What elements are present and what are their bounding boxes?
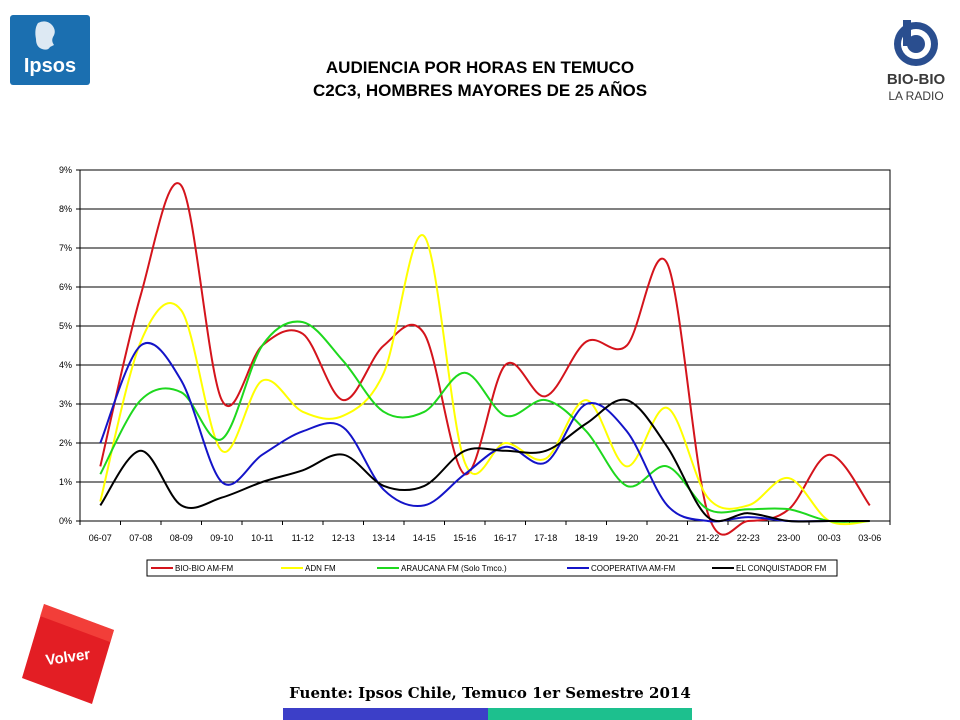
x-tick-label: 15-16: [453, 533, 476, 543]
footer-source: Fuente: Ipsos Chile, Temuco 1er Semestre…: [289, 684, 691, 702]
y-tick-label: 8%: [59, 204, 72, 214]
y-tick-label: 2%: [59, 438, 72, 448]
chart-title: AUDIENCIA POR HORAS EN TEMUCO C2C3, HOMB…: [230, 56, 730, 102]
legend-label: COOPERATIVA AM-FM: [591, 564, 675, 573]
title-line-2: C2C3, HOMBRES MAYORES DE 25 AÑOS: [312, 81, 648, 100]
ipsos-logo-text: Ipsos: [24, 55, 76, 77]
x-tick-label: 23-00: [777, 533, 800, 543]
biobio-logo: BIO-BIO LA RADIO: [882, 14, 950, 106]
legend-label: BIO-BIO AM-FM: [175, 564, 234, 573]
y-tick-label: 1%: [59, 477, 72, 487]
footer-bar-left: [283, 708, 488, 720]
series-line-3: [99, 342, 870, 523]
x-tick-label: 03-06: [858, 533, 881, 543]
legend-label: ADN FM: [305, 564, 336, 573]
y-tick-label: 5%: [59, 321, 72, 331]
y-tick-label: 3%: [59, 399, 72, 409]
x-tick-label: 21-22: [696, 533, 719, 543]
volver-button[interactable]: Volver: [22, 604, 122, 704]
x-tick-label: 09-10: [210, 533, 233, 543]
title-line-1: AUDIENCIA POR HORAS EN TEMUCO: [325, 58, 635, 77]
x-tick-label: 07-08: [129, 533, 152, 543]
x-tick-label: 18-19: [575, 533, 598, 543]
x-tick-label: 12-13: [332, 533, 355, 543]
x-tick-label: 11-12: [292, 533, 314, 543]
y-tick-label: 0%: [59, 516, 72, 526]
ipsos-logo: Ipsos: [10, 15, 90, 85]
plot-area: [79, 169, 891, 522]
y-tick-label: 6%: [59, 282, 72, 292]
series-line-2: [99, 320, 870, 523]
series-line-0: [99, 182, 871, 536]
x-tick-label: 06-07: [89, 533, 112, 543]
y-tick-label: 4%: [59, 360, 72, 370]
y-tick-label: 7%: [59, 243, 72, 253]
x-tick-label: 22-23: [737, 533, 760, 543]
legend-box: [146, 559, 838, 577]
x-tick-label: 14-15: [413, 533, 436, 543]
legend-label: EL CONQUISTADOR FM: [736, 564, 827, 573]
x-tick-label: 20-21: [656, 533, 679, 543]
x-tick-label: 19-20: [615, 533, 638, 543]
legend-label: ARAUCANA FM (Solo Tmco.): [401, 564, 507, 573]
y-tick-label: 9%: [59, 165, 72, 175]
x-tick-label: 00-03: [818, 533, 841, 543]
x-tick-label: 13-14: [372, 533, 395, 543]
x-tick-label: 08-09: [170, 533, 193, 543]
x-tick-label: 17-18: [534, 533, 557, 543]
biobio-logo-name: BIO-BIO: [887, 71, 946, 88]
biobio-logo-sub: LA RADIO: [888, 89, 943, 103]
series-line-4: [99, 398, 870, 523]
footer-bar-right: [488, 708, 692, 720]
x-tick-label: 16-17: [494, 533, 517, 543]
x-tick-label: 10-11: [251, 533, 273, 543]
footer-bar: [283, 708, 692, 720]
series-line-1: [99, 234, 870, 526]
volver-label: Volver: [45, 646, 92, 669]
